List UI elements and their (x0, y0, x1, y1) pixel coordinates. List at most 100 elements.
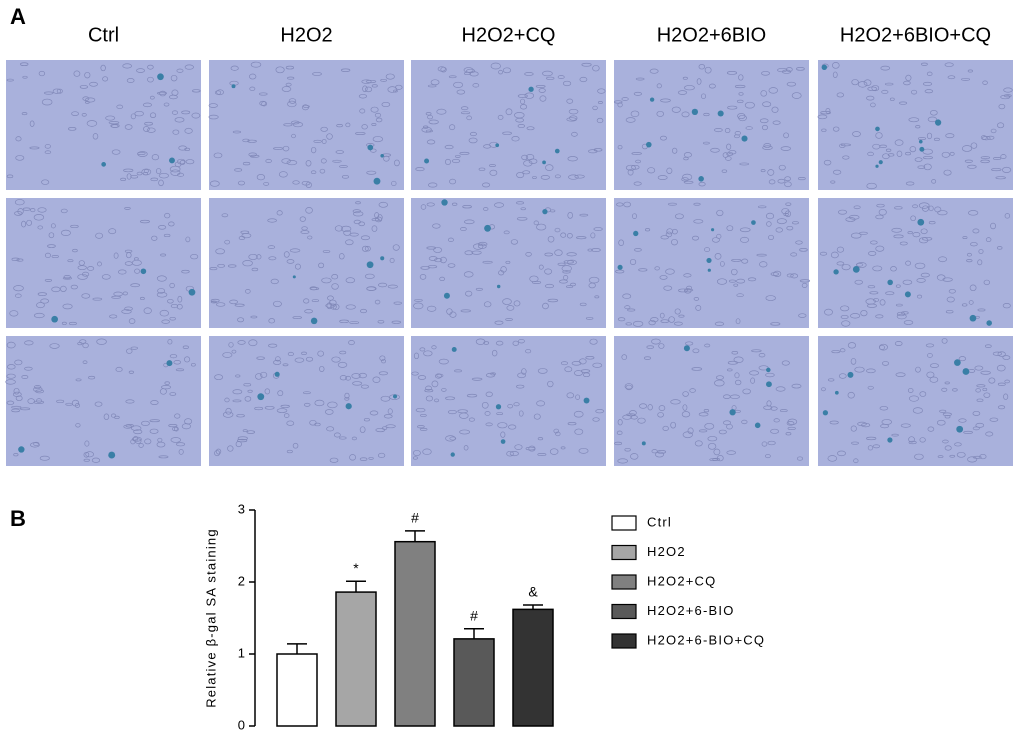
cell (765, 295, 776, 301)
cell (926, 371, 935, 379)
cell (374, 212, 380, 219)
cell (478, 167, 486, 171)
cell (502, 298, 512, 305)
y-axis-label: Relative β-gal SA staining (203, 528, 218, 708)
cell (958, 418, 967, 423)
cell (780, 146, 792, 151)
cell (1003, 94, 1012, 98)
cell (751, 349, 762, 353)
cell (126, 252, 132, 259)
cell (38, 70, 46, 77)
cell (292, 121, 304, 128)
cell (489, 169, 498, 176)
cell (283, 123, 293, 127)
cell (518, 410, 524, 417)
cell (912, 232, 921, 238)
cell (221, 213, 229, 218)
cell (159, 309, 169, 317)
cell (995, 176, 1006, 180)
cell (927, 353, 933, 358)
cell (6, 341, 16, 349)
cell (681, 411, 691, 418)
cell (792, 221, 799, 225)
micrograph (411, 336, 606, 466)
cell (731, 268, 738, 276)
cell (285, 82, 292, 87)
cell (6, 174, 14, 179)
cell (974, 365, 984, 371)
cell (161, 319, 170, 324)
cell (242, 161, 251, 166)
cell (412, 456, 418, 460)
cell (784, 176, 791, 182)
cell (287, 76, 295, 80)
cell (255, 373, 263, 380)
cell (922, 81, 933, 86)
cell (622, 414, 632, 420)
cell (286, 420, 295, 426)
cell (919, 391, 927, 397)
cell (463, 271, 474, 278)
cell (345, 239, 354, 246)
cell (339, 165, 348, 168)
cell (547, 235, 555, 243)
cell (426, 305, 437, 312)
cell (857, 81, 868, 88)
annotation: # (470, 608, 478, 624)
cell (434, 398, 440, 403)
cell (72, 248, 78, 253)
cell (924, 89, 934, 94)
cell (1004, 213, 1011, 219)
stained-cell (919, 146, 925, 152)
cell (928, 205, 934, 212)
stained-cell (934, 119, 942, 126)
cell (928, 221, 936, 225)
cell (84, 101, 90, 104)
cell (176, 68, 184, 73)
cell (723, 394, 731, 400)
cell (490, 62, 501, 70)
cell (265, 158, 272, 163)
cell (520, 98, 526, 105)
cell (11, 257, 20, 261)
annotation: # (411, 510, 419, 526)
cell (236, 438, 248, 443)
cell (836, 246, 845, 253)
cell (430, 79, 440, 86)
cell (872, 265, 883, 272)
cell (444, 144, 454, 150)
cell (574, 174, 585, 179)
cell (630, 110, 640, 118)
cell (703, 141, 710, 145)
cell (857, 421, 867, 427)
cell (117, 269, 127, 275)
cell (768, 234, 774, 241)
cell (149, 419, 160, 423)
cell (772, 120, 781, 125)
cell (914, 453, 924, 460)
stained-cell (962, 368, 970, 375)
stained-cell (766, 381, 772, 388)
cell (711, 237, 720, 243)
cell (821, 387, 826, 392)
cell (616, 430, 623, 436)
cell (618, 239, 625, 247)
cell (359, 457, 368, 461)
cell (483, 341, 490, 345)
cell (592, 362, 603, 368)
cell (451, 158, 461, 164)
y-tick-label: 2 (238, 573, 245, 588)
cell (891, 227, 903, 233)
cell (896, 313, 907, 320)
cell (363, 418, 370, 422)
cell (313, 139, 322, 143)
cell (672, 147, 678, 154)
cell (456, 89, 466, 95)
cell (445, 435, 456, 442)
cell (168, 221, 175, 227)
micrograph-bg (614, 60, 809, 190)
micrograph (614, 336, 809, 466)
cell (311, 146, 317, 154)
cell (184, 356, 191, 363)
micrograph (209, 336, 404, 466)
